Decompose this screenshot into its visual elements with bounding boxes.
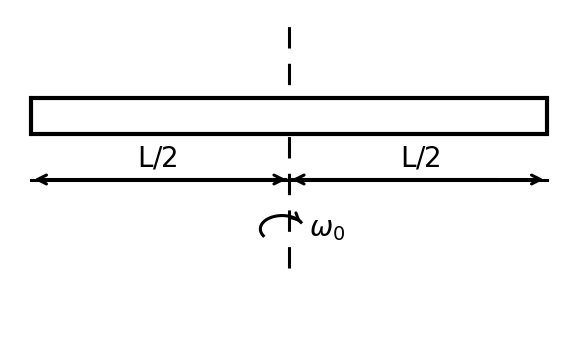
Bar	[31, 98, 547, 134]
Text: $\mathsf{L/2}$: $\mathsf{L/2}$	[401, 144, 441, 172]
Text: $\mathsf{L/2}$: $\mathsf{L/2}$	[137, 144, 177, 172]
Text: $\omega_0$: $\omega_0$	[309, 215, 345, 243]
